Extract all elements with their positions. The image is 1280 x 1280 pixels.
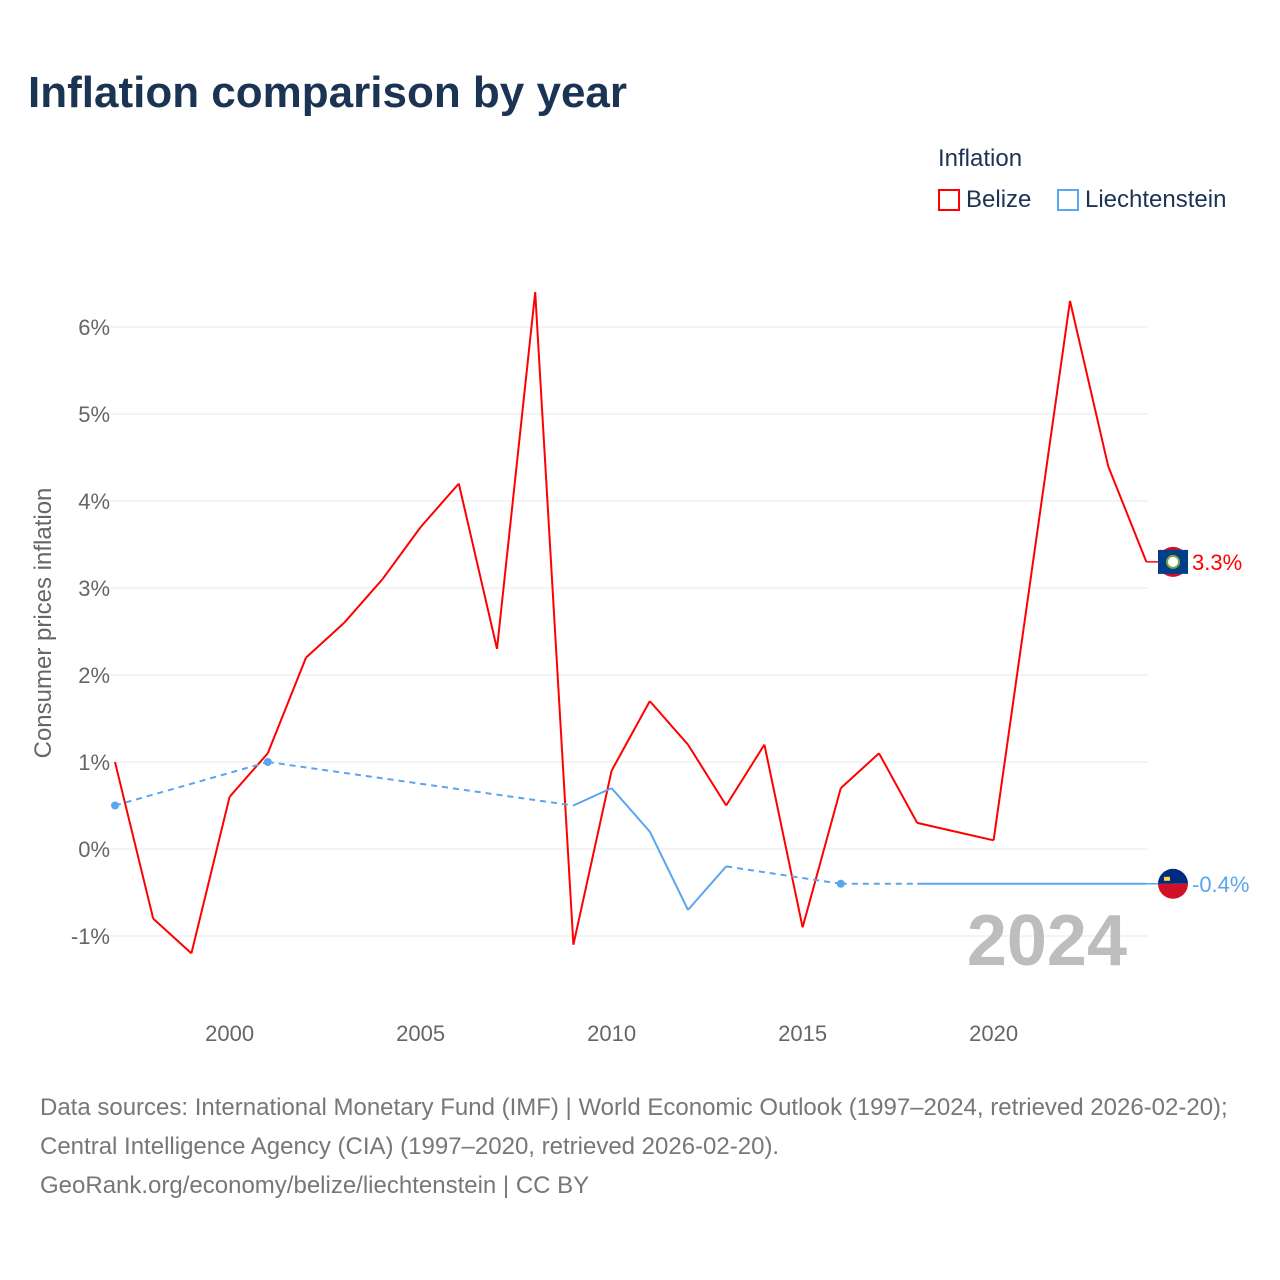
y-tick-label: -1% bbox=[71, 924, 110, 949]
legend-item-belize[interactable]: Belize bbox=[938, 186, 1031, 214]
series-segment-belize bbox=[649, 700, 689, 746]
series-segment-belize bbox=[266, 657, 307, 754]
legend-item-liechtenstein[interactable]: Liechtenstein bbox=[1057, 186, 1226, 214]
series-segment-belize bbox=[916, 821, 956, 833]
series-segment-belize bbox=[955, 830, 994, 842]
x-tick-label: 2010 bbox=[587, 1021, 636, 1046]
chart-plot: -1% 0% 1% 2% 3% 4% 5% 6% 2000 2005 2010 2015 2020 Con… bbox=[30, 292, 1249, 1046]
series-segment-liechtenstein bbox=[114, 761, 269, 807]
series-segment-belize bbox=[305, 622, 345, 659]
series-segment-belize bbox=[457, 483, 498, 650]
series-segment-belize bbox=[572, 770, 613, 945]
series-segment-belize bbox=[1069, 300, 1110, 467]
series-segment-belize bbox=[228, 752, 269, 798]
data-point bbox=[836, 879, 845, 888]
source-note: Data sources: International Monetary Fun… bbox=[40, 1088, 1250, 1205]
flag-emblem bbox=[1166, 554, 1180, 569]
y-tick-label: 4% bbox=[78, 489, 110, 514]
series-segment-belize bbox=[534, 292, 575, 945]
y-tick-label: 6% bbox=[78, 315, 110, 340]
legend-label-belize: Belize bbox=[966, 186, 1032, 213]
series-segment-belize bbox=[992, 570, 1033, 841]
series-segment-belize bbox=[496, 292, 537, 650]
data-point bbox=[263, 758, 272, 766]
end-value-label: -0.4% bbox=[1192, 872, 1249, 897]
footer-link[interactable]: GeoRank.org/economy/belize/liechtenstein… bbox=[40, 1172, 590, 1199]
series-segment-liechtenstein bbox=[572, 787, 613, 807]
x-tick-label: 2020 bbox=[969, 1021, 1018, 1046]
legend-swatch-belize bbox=[938, 189, 960, 211]
series-segment-belize bbox=[1030, 300, 1071, 571]
x-tick-label: 2000 bbox=[205, 1021, 254, 1046]
year-watermark: 2024 bbox=[967, 901, 1127, 981]
chart-title: Inflation comparison by year bbox=[28, 68, 628, 117]
series-segment-belize bbox=[763, 744, 804, 928]
series-segment-belize bbox=[381, 526, 422, 580]
x-tick-label: 2005 bbox=[396, 1021, 445, 1046]
series-segment-belize bbox=[801, 787, 842, 928]
series-segment-belize bbox=[878, 752, 919, 824]
series-segment-belize bbox=[1107, 465, 1148, 563]
y-tick-label: 2% bbox=[78, 663, 110, 688]
y-tick-label: 1% bbox=[78, 750, 110, 775]
legend-label-liechtenstein: Liechtenstein bbox=[1085, 186, 1227, 213]
source-text: Data sources: International Monetary Fun… bbox=[40, 1094, 1228, 1160]
flag-top bbox=[1158, 868, 1188, 884]
y-axis-label: Consumer prices inflation bbox=[30, 488, 57, 759]
belize-flag-icon bbox=[1158, 546, 1188, 577]
series-segment-belize bbox=[687, 744, 728, 807]
end-value-label: 3.3% bbox=[1192, 550, 1242, 575]
series-segment-liechtenstein bbox=[267, 761, 574, 807]
series-segment-belize bbox=[343, 578, 384, 624]
legend-title: Inflation bbox=[938, 145, 1023, 172]
series-segment-liechtenstein bbox=[648, 831, 689, 911]
series-segment-liechtenstein bbox=[726, 865, 841, 885]
series-segment-belize bbox=[419, 482, 460, 528]
flag-bottom bbox=[1158, 883, 1188, 899]
series-segment-belize bbox=[725, 744, 766, 807]
x-tick-label: 2015 bbox=[778, 1021, 827, 1046]
y-tick-label: 3% bbox=[78, 576, 110, 601]
series-segment-belize bbox=[190, 796, 231, 954]
series-segment-liechtenstein bbox=[687, 865, 727, 911]
data-point bbox=[111, 801, 119, 810]
flag-crown bbox=[1164, 876, 1170, 881]
series-segment-liechtenstein bbox=[610, 787, 651, 833]
series-segment-belize bbox=[152, 917, 193, 955]
series-segment-belize bbox=[840, 752, 880, 789]
series-segment-belize bbox=[610, 700, 651, 772]
liechtenstein-flag-icon bbox=[1158, 868, 1188, 899]
y-tick-label: 0% bbox=[78, 837, 110, 862]
series-segment-belize bbox=[114, 761, 155, 919]
legend-swatch-liechtenstein bbox=[1057, 189, 1079, 211]
y-tick-label: 5% bbox=[78, 402, 110, 427]
